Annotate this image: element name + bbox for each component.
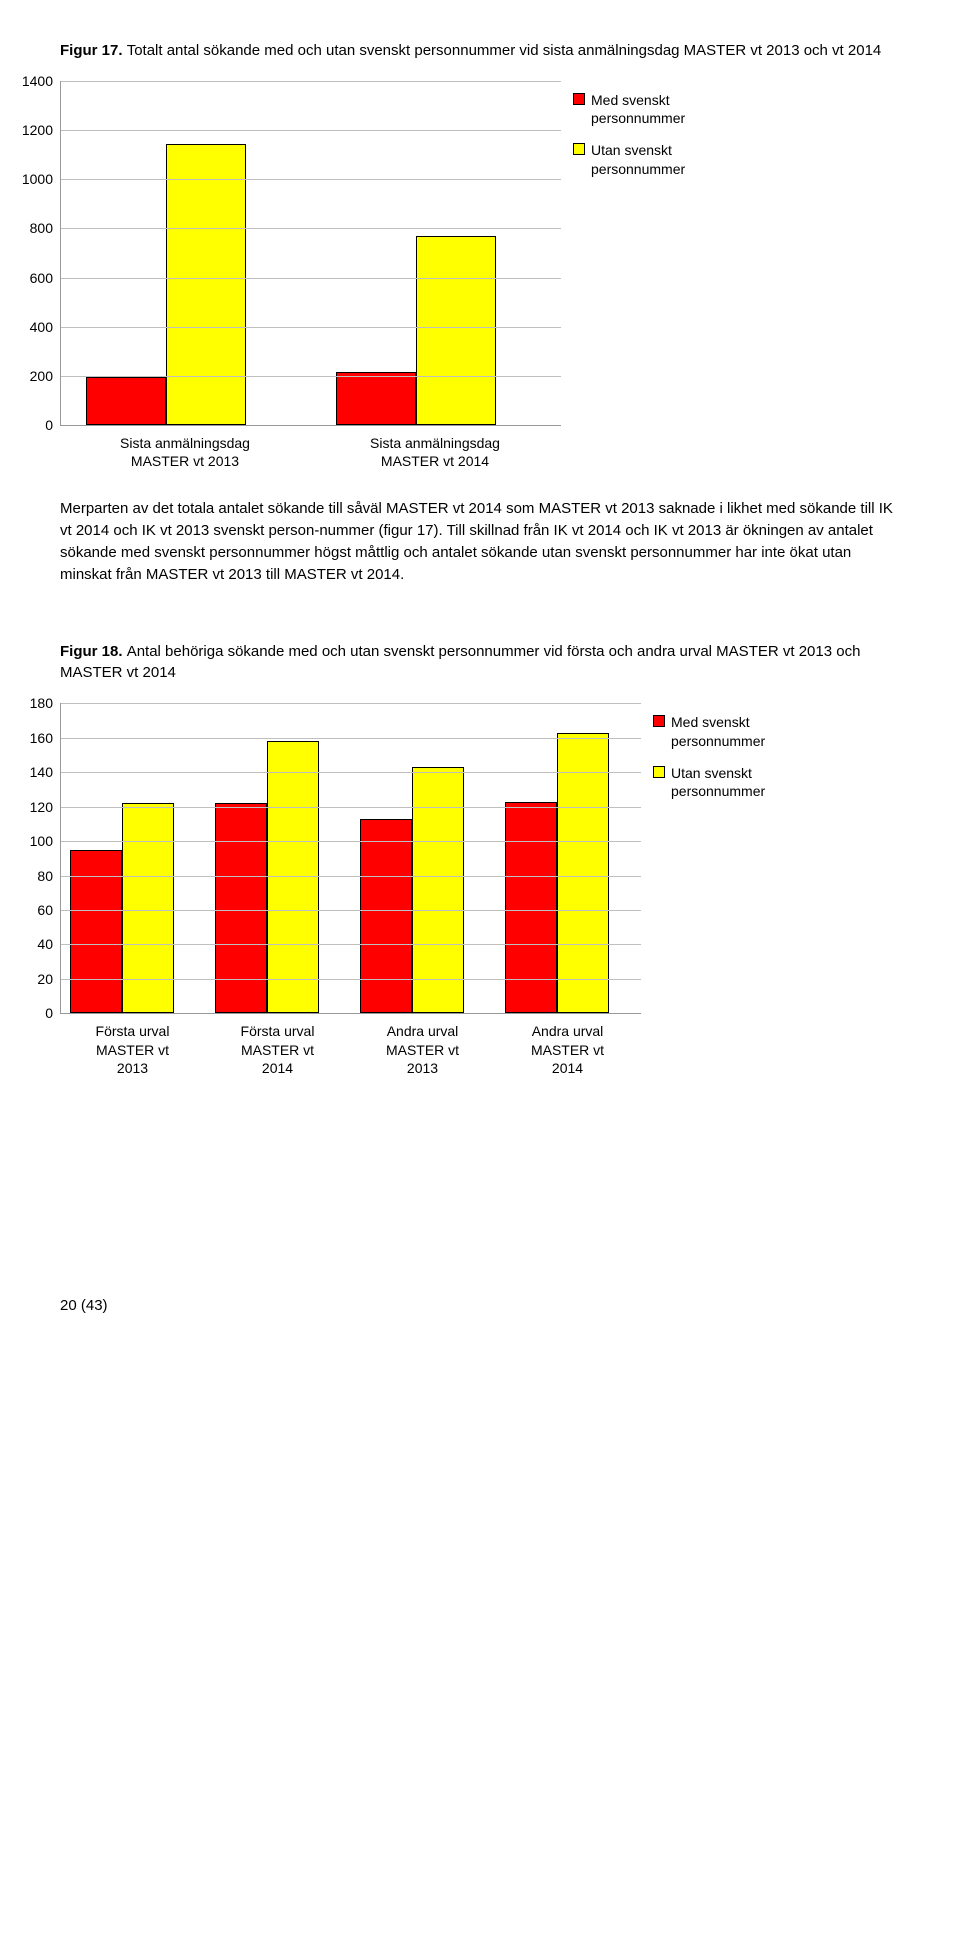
y-tick-label: 40 [37,936,61,952]
fig17-title: Figur 17. Totalt antal sökande med och u… [60,40,900,61]
legend-swatch [573,93,585,105]
x-tick-label: Andra urvalMASTER vt2014 [495,1022,640,1077]
grid-line [61,81,561,82]
y-tick-label: 120 [30,799,61,815]
legend-item: Utan svensktpersonnummer [653,764,765,800]
fig17-label: Figur 17. [60,42,127,59]
bar-series1 [412,767,464,1013]
y-tick-label: 400 [30,319,61,335]
grid-line [61,910,641,911]
y-tick-label: 180 [30,695,61,711]
legend-swatch [653,766,665,778]
fig18-chart: 020406080100120140160180 Första urvalMAS… [60,703,641,1077]
grid-line [61,130,561,131]
bar-series0 [360,819,412,1014]
y-tick-label: 140 [30,764,61,780]
y-tick-label: 0 [45,1005,61,1021]
legend-item: Med svensktpersonnummer [573,91,685,127]
fig17-legend: Med svensktpersonnummer Utan svensktperso… [573,91,685,192]
grid-line [61,278,561,279]
fig18-title-rest: Antal behöriga sökande med och utan sven… [60,643,860,681]
grid-line [61,228,561,229]
x-tick-label: Första urvalMASTER vt2014 [205,1022,350,1077]
fig17-chart-wrap: 0200400600800100012001400 Sista anmälnin… [60,81,900,470]
fig17-chart: 0200400600800100012001400 Sista anmälnin… [60,81,561,470]
bar-series0 [336,372,416,425]
y-tick-label: 0 [45,417,61,433]
fig18-label: Figur 18. [60,643,127,660]
legend-item: Med svensktpersonnummer [653,713,765,749]
x-tick-label: Sista anmälningsdagMASTER vt 2013 [60,434,310,470]
fig18-bars [61,703,641,1013]
fig18-xlabels: Första urvalMASTER vt2013Första urvalMAS… [60,1022,640,1077]
fig17-xlabels: Sista anmälningsdagMASTER vt 2013Sista a… [60,434,560,470]
fig18-plot: 020406080100120140160180 [60,703,641,1014]
legend-swatch [653,715,665,727]
grid-line [61,841,641,842]
legend-label: Utan svensktpersonnummer [671,764,765,800]
x-tick-label: Sista anmälningsdagMASTER vt 2014 [310,434,560,470]
legend-label: Med svensktpersonnummer [591,91,685,127]
grid-line [61,376,561,377]
legend-swatch [573,143,585,155]
y-tick-label: 80 [37,868,61,884]
grid-line [61,807,641,808]
legend-item: Utan svensktpersonnummer [573,141,685,177]
grid-line [61,944,641,945]
y-tick-label: 1200 [22,122,61,138]
bar-series1 [122,803,174,1013]
legend-label: Utan svensktpersonnummer [591,141,685,177]
x-tick-label: Första urvalMASTER vt2013 [60,1022,205,1077]
bar-series0 [215,803,267,1013]
bar-series1 [416,236,496,425]
y-tick-label: 60 [37,902,61,918]
fig17-title-rest: Totalt antal sökande med och utan svensk… [127,42,882,59]
fig17-bars [61,81,561,425]
fig17-plot: 0200400600800100012001400 [60,81,561,426]
bar-series1 [267,741,319,1013]
bar-series0 [70,850,122,1014]
y-tick-label: 200 [30,368,61,384]
x-tick-label: Andra urvalMASTER vt2013 [350,1022,495,1077]
y-tick-label: 160 [30,730,61,746]
page-footer: 20 (43) [60,1297,900,1314]
grid-line [61,703,641,704]
y-tick-label: 1400 [22,73,61,89]
bar-series1 [557,733,609,1014]
bar-series1 [166,144,246,425]
grid-line [61,738,641,739]
bar-series0 [86,377,166,425]
fig18-chart-wrap: 020406080100120140160180 Första urvalMAS… [60,703,900,1077]
grid-line [61,876,641,877]
y-tick-label: 100 [30,833,61,849]
y-tick-label: 800 [30,220,61,236]
y-tick-label: 20 [37,971,61,987]
body-paragraph: Merparten av det totala antalet sökande … [60,498,900,585]
legend-label: Med svensktpersonnummer [671,713,765,749]
grid-line [61,979,641,980]
fig18-legend: Med svensktpersonnummer Utan svensktperso… [653,713,765,814]
grid-line [61,772,641,773]
y-tick-label: 1000 [22,171,61,187]
grid-line [61,179,561,180]
fig18-title: Figur 18. Antal behöriga sökande med och… [60,641,900,683]
y-tick-label: 600 [30,270,61,286]
bar-series0 [505,802,557,1014]
grid-line [61,327,561,328]
